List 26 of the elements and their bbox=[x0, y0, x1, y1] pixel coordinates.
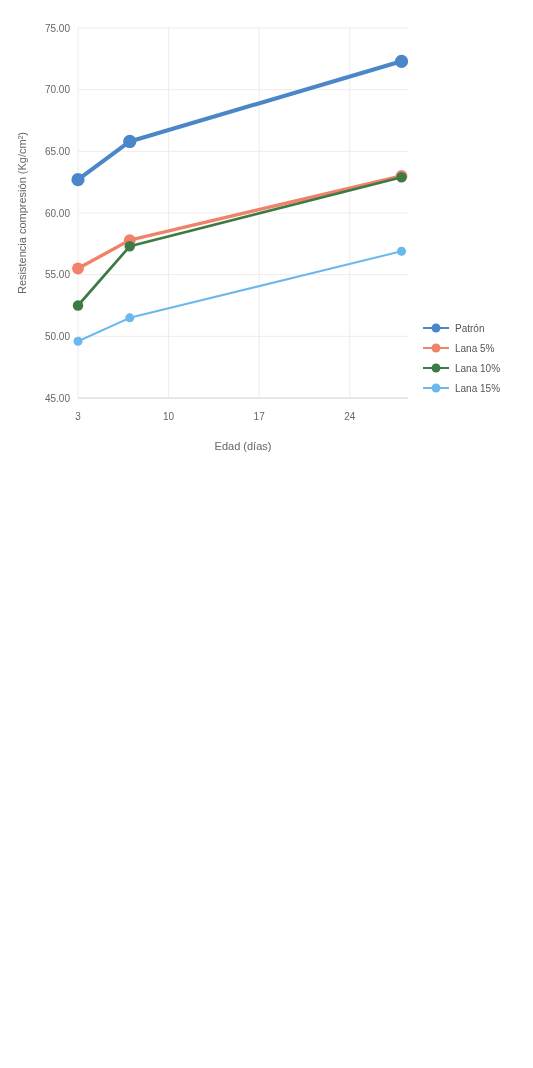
x-tick-label: 10 bbox=[163, 411, 175, 422]
point bbox=[71, 173, 85, 187]
y-tick-label: 45.00 bbox=[44, 392, 71, 404]
legend-label: Patrón bbox=[455, 322, 485, 334]
point bbox=[394, 54, 409, 68]
x-tick-label: 3 bbox=[75, 411, 82, 422]
point bbox=[123, 134, 137, 149]
y-tick-label: 70.00 bbox=[44, 84, 71, 96]
y-tick-label: 60.00 bbox=[44, 207, 71, 219]
point bbox=[124, 241, 135, 252]
y-axis-title: Resistencia compresión (Kg/cm²) bbox=[16, 132, 28, 294]
y-tick-label: 55.00 bbox=[44, 269, 71, 281]
y-tick-label: 65.00 bbox=[44, 145, 71, 157]
point bbox=[72, 262, 84, 275]
point bbox=[72, 300, 84, 311]
legend-label: Lana 15% bbox=[455, 382, 501, 394]
point bbox=[125, 313, 135, 323]
point bbox=[73, 336, 83, 346]
x-tick-label: 24 bbox=[344, 411, 356, 422]
legend-label: Lana 10% bbox=[455, 362, 501, 374]
point bbox=[397, 246, 407, 256]
y-tick-label: 50.00 bbox=[44, 330, 71, 342]
x-tick-label: 17 bbox=[253, 411, 266, 422]
y-tick-label: 75.00 bbox=[44, 22, 71, 34]
x-axis-title: Edad (días) bbox=[214, 440, 272, 452]
legend-label: Lana 5% bbox=[455, 342, 495, 354]
